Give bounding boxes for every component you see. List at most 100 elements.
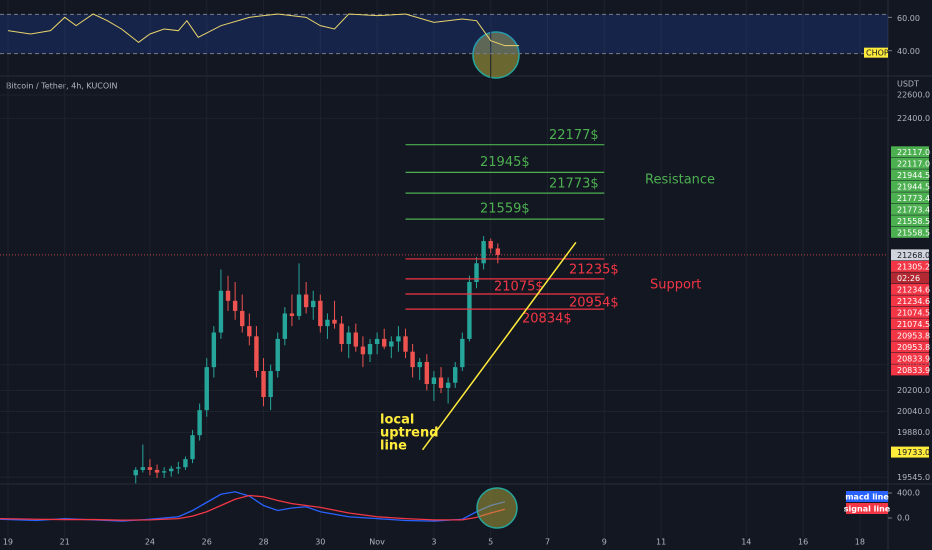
price-tag [891,283,929,295]
x-tick-label: 28 [258,538,268,547]
candle-body [339,323,344,344]
chop-tag-label: CHOP [866,49,889,58]
price-tag [891,157,929,169]
candle-body [367,343,373,355]
price-tag [891,329,929,341]
x-tick-label: 9 [602,538,607,547]
candle-body [396,336,401,342]
candle-body [169,468,174,472]
price-tag-label: 21558.5 [897,228,930,237]
candle-body [147,467,153,470]
candle-body [460,338,465,368]
y-tick-label: 19545.0 [897,473,930,482]
support-title: Support [650,278,701,293]
candle-body [403,336,408,352]
price-tag [891,180,929,192]
y-tick-label: 22600.0 [897,90,930,99]
resistance-label: 21945$ [480,155,530,170]
price-tag [891,226,929,238]
candle-body [232,300,238,311]
resistance-label: 22177$ [549,128,599,143]
candle-body [211,332,217,368]
candle-body [311,300,316,308]
y-tick-label: 0.0 [897,514,910,523]
price-tag-label: 21773.4 [897,205,930,214]
candle-body [176,467,181,469]
candle-body [268,371,273,398]
resistance-label: 21559$ [480,202,530,217]
price-tag-label: 20833.9 [897,354,930,363]
x-tick-label: 14 [741,538,751,547]
x-tick-label: 19 [3,538,13,547]
resistance-label: 21773$ [549,177,599,192]
candle-body [346,332,351,344]
x-tick-label: 3 [431,538,436,547]
candle-body [374,338,380,344]
x-tick-label: 16 [798,538,808,547]
price-tag-label: 20833.9 [897,366,930,375]
x-tick-label: 18 [855,538,865,547]
support-label: 20834$ [522,312,572,327]
legend-label: signal line [844,505,891,514]
price-tag [891,215,929,227]
candle-body [183,459,188,468]
candle-body [495,248,501,255]
countdown-label: 02:26 [897,274,920,283]
y-tick-label: 20200.0 [897,386,930,395]
candle-body [303,294,309,308]
price-tag [891,249,929,261]
price-tag-label: 21268.0 [897,251,930,260]
candle-body [197,410,202,436]
candle-body [481,241,486,264]
price-tag [891,352,929,364]
y-tick-label: 60.00 [897,14,920,23]
y-tick-label: 20040.0 [897,407,930,416]
price-tag-label: 21558.5 [897,217,930,226]
legend-swatch [846,491,888,502]
y-tick-label: 19880.0 [897,428,930,437]
x-tick-label: 11 [656,538,666,547]
legend-swatch [846,503,888,514]
macd-series [0,491,506,522]
price-tag-label: 21074.5 [897,320,930,329]
price-tag-label: 21944.5 [897,182,930,191]
currency: USDT [897,80,919,89]
candle-body [161,471,167,473]
candle-body [275,338,280,372]
x-tick-label: 30 [315,538,325,547]
price-tag-label: 21234.6 [897,297,930,306]
candle-body [289,313,295,316]
candle-body [453,367,458,383]
price-tag-label: 21074.5 [897,308,930,317]
price-tag-label: 21944.5 [897,171,930,180]
candle-body [438,377,444,388]
candle-body [353,332,359,347]
x-tick-label: 26 [202,538,212,547]
highlight-circle [472,31,520,79]
price-tag [891,364,929,376]
candle-body [445,382,451,388]
legend-label: macd line [845,493,889,502]
candle-body [325,319,330,327]
chop-tag [864,47,888,58]
x-tick-label: 7 [545,538,550,547]
candle-body [261,371,266,398]
y-tick-label: 22400.0 [897,114,930,123]
chop-band [0,14,888,54]
candle-body [218,290,224,333]
candle-body [204,367,209,411]
candle-body [474,263,479,282]
candle-body [417,361,422,368]
candle-body [410,351,415,368]
price-tag-label: 20953.8 [897,343,930,352]
candle-body [282,313,288,339]
support-label: 21075$ [494,279,544,294]
chart-title: Bitcoin / Tether, 4h, KUCOIN [6,82,118,91]
price-tag-label: 21234.6 [897,285,930,294]
candle-body [190,435,195,460]
candle-body [360,346,366,355]
resistance-title: Resistance [645,173,715,188]
price-tag [891,260,929,272]
